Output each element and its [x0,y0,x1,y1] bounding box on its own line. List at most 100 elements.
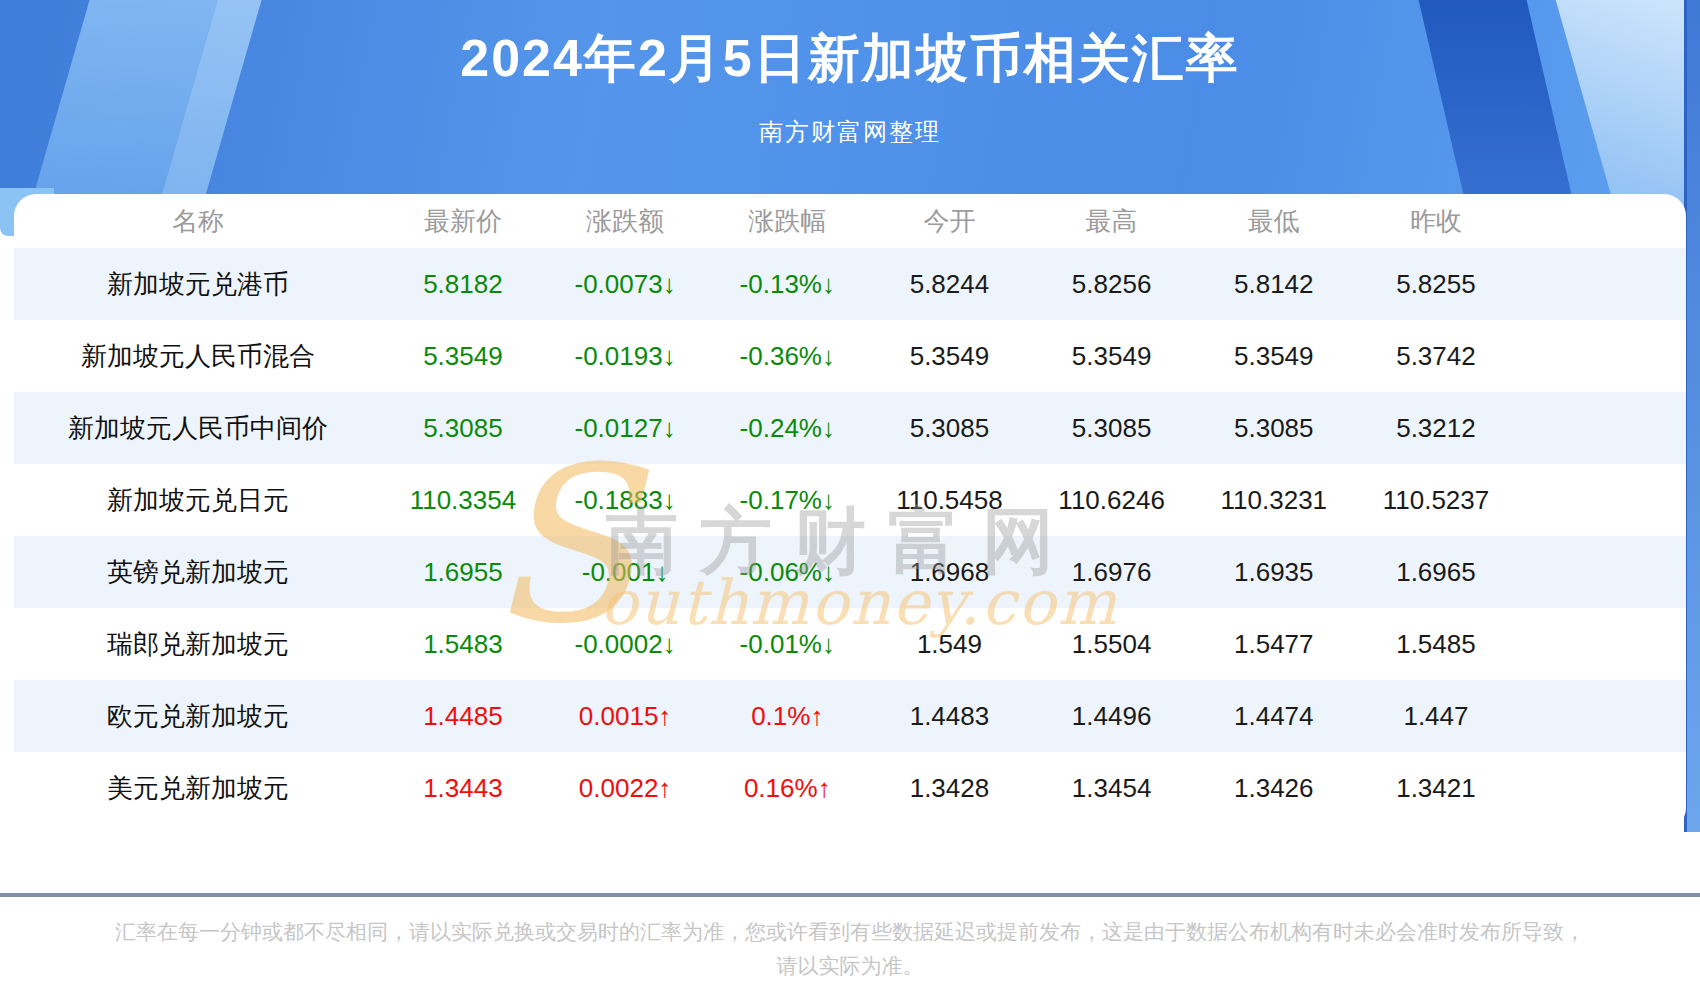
footer-divider [0,893,1700,897]
high-price: 1.3454 [1031,752,1193,824]
table-row: 瑞郎兑新加坡元1.5483-0.0002↓-0.01%↓1.5491.55041… [14,608,1686,680]
row-spacer [1517,536,1686,608]
change-amount: 0.0022↑ [544,752,706,824]
footer-disclaimer-line2: 请以实际为准。 [0,949,1700,983]
change-percent: 0.1%↑ [706,680,868,752]
footer-disclaimer: 汇率在每一分钟或都不尽相同，请以实际兑换或交易时的汇率为准，您或许看到有些数据延… [0,915,1700,983]
open-price: 5.3549 [868,320,1030,392]
column-header-2: 涨跌额 [544,194,706,248]
page-subtitle: 南方财富网整理 [0,116,1700,148]
low-price: 110.3231 [1193,464,1355,536]
change-amount: -0.001↓ [544,536,706,608]
table-row: 新加坡元人民币混合5.3549-0.0193↓-0.36%↓5.35495.35… [14,320,1686,392]
column-header-0: 名称 [14,194,382,248]
table-row: 美元兑新加坡元1.34430.0022↑0.16%↑1.34281.34541.… [14,752,1686,824]
open-price: 5.3085 [868,392,1030,464]
exchange-rate-page: 2024年2月5日新加坡币相关汇率 南方财富网整理 名称最新价涨跌额涨跌幅今开最… [0,0,1700,1000]
low-price: 1.6935 [1193,536,1355,608]
footer-disclaimer-line1: 汇率在每一分钟或都不尽相同，请以实际兑换或交易时的汇率为准，您或许看到有些数据延… [0,915,1700,949]
latest-price: 1.3443 [382,752,544,824]
change-amount: 0.0015↑ [544,680,706,752]
hero-banner: 2024年2月5日新加坡币相关汇率 南方财富网整理 [0,0,1700,215]
row-spacer [1517,752,1686,824]
latest-price: 5.3085 [382,392,544,464]
high-price: 5.8256 [1031,248,1193,320]
change-amount: -0.0073↓ [544,248,706,320]
latest-price: 1.5483 [382,608,544,680]
rates-table-body: 新加坡元兑港币5.8182-0.0073↓-0.13%↓5.82445.8256… [14,248,1686,824]
high-price: 1.5504 [1031,608,1193,680]
prev-close-price: 5.3212 [1355,392,1517,464]
column-header-spacer [1517,194,1686,248]
currency-pair-name: 新加坡元兑港币 [14,248,382,320]
change-amount: -0.0127↓ [544,392,706,464]
open-price: 1.549 [868,608,1030,680]
low-price: 5.3549 [1193,320,1355,392]
prev-close-price: 5.8255 [1355,248,1517,320]
latest-price: 5.3549 [382,320,544,392]
row-spacer [1517,248,1686,320]
currency-pair-name: 瑞郎兑新加坡元 [14,608,382,680]
decor-right-edge-strip [1684,0,1700,832]
row-spacer [1517,464,1686,536]
change-percent: -0.36%↓ [706,320,868,392]
high-price: 1.4496 [1031,680,1193,752]
latest-price: 1.6955 [382,536,544,608]
change-amount: -0.0193↓ [544,320,706,392]
row-spacer [1517,680,1686,752]
currency-pair-name: 美元兑新加坡元 [14,752,382,824]
change-percent: -0.13%↓ [706,248,868,320]
latest-price: 1.4485 [382,680,544,752]
currency-pair-name: 新加坡元人民币中间价 [14,392,382,464]
change-amount: -0.1883↓ [544,464,706,536]
latest-price: 110.3354 [382,464,544,536]
row-spacer [1517,320,1686,392]
open-price: 1.4483 [868,680,1030,752]
low-price: 5.3085 [1193,392,1355,464]
currency-pair-name: 英镑兑新加坡元 [14,536,382,608]
table-row: 新加坡元兑日元110.3354-0.1883↓-0.17%↓110.545811… [14,464,1686,536]
change-percent: -0.01%↓ [706,608,868,680]
prev-close-price: 1.3421 [1355,752,1517,824]
change-percent: 0.16%↑ [706,752,868,824]
low-price: 5.8142 [1193,248,1355,320]
change-amount: -0.0002↓ [544,608,706,680]
high-price: 5.3549 [1031,320,1193,392]
prev-close-price: 1.6965 [1355,536,1517,608]
prev-close-price: 1.5485 [1355,608,1517,680]
column-header-7: 昨收 [1355,194,1517,248]
rates-table: 名称最新价涨跌额涨跌幅今开最高最低昨收 新加坡元兑港币5.8182-0.0073… [14,194,1686,824]
table-row: 欧元兑新加坡元1.44850.0015↑0.1%↑1.44831.44961.4… [14,680,1686,752]
column-header-1: 最新价 [382,194,544,248]
row-spacer [1517,392,1686,464]
table-row: 新加坡元人民币中间价5.3085-0.0127↓-0.24%↓5.30855.3… [14,392,1686,464]
currency-pair-name: 新加坡元兑日元 [14,464,382,536]
prev-close-price: 110.5237 [1355,464,1517,536]
low-price: 1.4474 [1193,680,1355,752]
high-price: 5.3085 [1031,392,1193,464]
high-price: 110.6246 [1031,464,1193,536]
prev-close-price: 1.447 [1355,680,1517,752]
table-row: 新加坡元兑港币5.8182-0.0073↓-0.13%↓5.82445.8256… [14,248,1686,320]
open-price: 5.8244 [868,248,1030,320]
page-title: 2024年2月5日新加坡币相关汇率 [0,24,1700,94]
column-header-4: 今开 [868,194,1030,248]
column-header-3: 涨跌幅 [706,194,868,248]
change-percent: -0.24%↓ [706,392,868,464]
row-spacer [1517,608,1686,680]
prev-close-price: 5.3742 [1355,320,1517,392]
currency-pair-name: 欧元兑新加坡元 [14,680,382,752]
open-price: 110.5458 [868,464,1030,536]
low-price: 1.5477 [1193,608,1355,680]
rates-card: 名称最新价涨跌额涨跌幅今开最高最低昨收 新加坡元兑港币5.8182-0.0073… [14,194,1686,830]
currency-pair-name: 新加坡元人民币混合 [14,320,382,392]
column-header-6: 最低 [1193,194,1355,248]
table-row: 英镑兑新加坡元1.6955-0.001↓-0.06%↓1.69681.69761… [14,536,1686,608]
low-price: 1.3426 [1193,752,1355,824]
open-price: 1.3428 [868,752,1030,824]
change-percent: -0.06%↓ [706,536,868,608]
open-price: 1.6968 [868,536,1030,608]
change-percent: -0.17%↓ [706,464,868,536]
high-price: 1.6976 [1031,536,1193,608]
latest-price: 5.8182 [382,248,544,320]
